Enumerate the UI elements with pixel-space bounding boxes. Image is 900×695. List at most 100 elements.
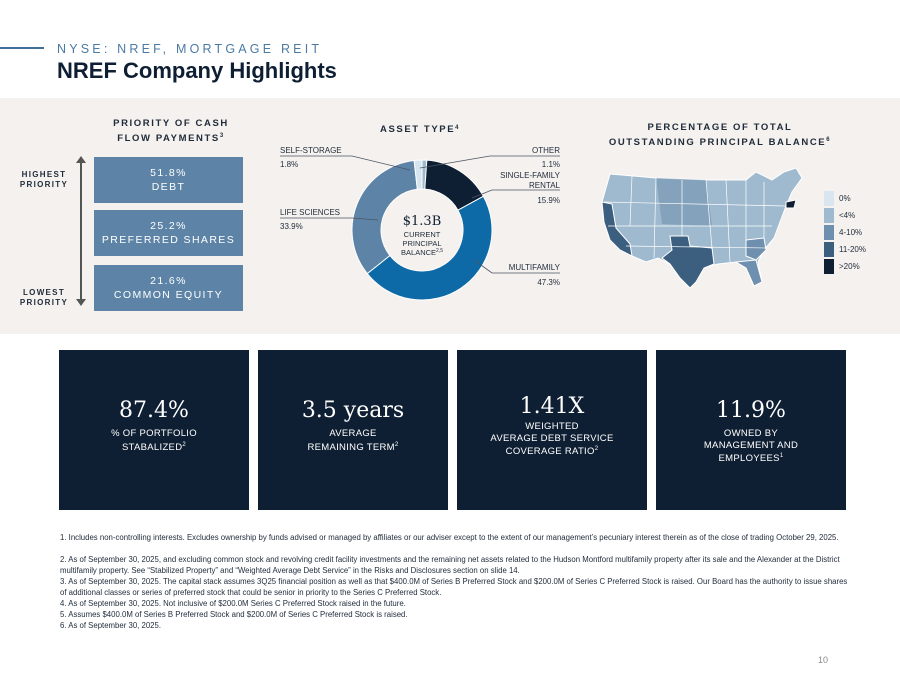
legend-item: <4% [824, 207, 866, 224]
map-title-sup: 6 [826, 137, 832, 143]
stat-line2: REMAINING TERM [307, 441, 395, 453]
legend-item: 0% [824, 190, 866, 207]
asset-type-title: ASSET TYPE4 [380, 124, 460, 135]
stat-line1: % OF PORTFOLIO [111, 428, 197, 439]
stat-card-remaining-term: 3.5 years AVERAGE REMAINING TERM2 [258, 350, 448, 510]
page-number: 10 [818, 655, 829, 665]
stat-card-dscr: 1.41X WEIGHTED AVERAGE DEBT SERVICE COVE… [457, 350, 647, 510]
us-central-shade [656, 178, 712, 226]
stat-value: 87.4% [119, 398, 189, 423]
donut-center-value: $1.3B [403, 214, 442, 229]
header-rule [0, 47, 44, 49]
pct-self-storage: 1.8% [280, 160, 298, 169]
stat-label: OWNED BY MANAGEMENT AND EMPLOYEES1 [666, 428, 836, 465]
map-legend: 0% <4% 4-10% 11-20% >20% [824, 190, 866, 275]
stat-line2: STABALIZED [121, 441, 183, 453]
page-title: NREF Company Highlights [57, 58, 337, 83]
pct-other: 1.1% [542, 160, 560, 169]
pct-multifamily: 47.3% [537, 278, 560, 287]
legend-item: 11-20% [824, 241, 866, 258]
stat-label: % OF PORTFOLIO STABALIZED2 [69, 428, 239, 453]
label-sfr-line2: RENTAL [529, 181, 561, 190]
stat-value: 11.9% [716, 398, 786, 423]
donut-slice-life-sciences [351, 159, 418, 275]
leader-multifamily [473, 259, 560, 274]
label-life-sciences: LIFE SCIENCES [280, 208, 340, 217]
california-shape [601, 201, 633, 257]
stat-sup: 2 [182, 441, 186, 448]
donut-center-line3: BALANCE2,5 [401, 248, 443, 257]
us-map [601, 167, 803, 289]
legend-swatch [824, 191, 834, 206]
highest-priority-label: HIGHEST PRIORITY [14, 170, 74, 190]
highest-line1: HIGHEST [21, 170, 67, 179]
northeast-shape [785, 199, 797, 209]
footnote-6: 6. As of September 30, 2025. [60, 621, 161, 630]
legend-swatch [824, 242, 834, 257]
stat-value: 3.5 years [301, 398, 405, 423]
legend-item: >20% [824, 258, 866, 275]
leader-other [419, 155, 560, 169]
legend-label: 0% [839, 194, 851, 203]
texas-shape [661, 235, 715, 289]
priority-box-pct: 25.2% [150, 220, 187, 232]
priority-box-common: 21.6% COMMON EQUITY [94, 265, 243, 311]
stat-sup: 2 [594, 446, 599, 452]
priority-title-sup: 3 [219, 133, 225, 139]
footnote-4: 4. As of September 30, 2025. Not inclusi… [60, 599, 406, 608]
legend-swatch [824, 208, 834, 223]
leader-self-storage [280, 155, 411, 171]
donut-slices [351, 159, 493, 301]
lowest-line1: LOWEST [22, 288, 66, 297]
priority-box-pct: 21.6% [150, 275, 187, 287]
legend-label: <4% [839, 211, 856, 220]
label-multifamily: MULTIFAMILY [509, 263, 561, 272]
highest-line2: PRIORITY [19, 180, 69, 189]
label-sfr-line1: SINGLE-FAMILY [500, 171, 561, 180]
map-title-line1: PERCENTAGE OF TOTAL [647, 122, 793, 133]
priority-arrow [76, 156, 86, 306]
label-self-storage: SELF-STORAGE [280, 146, 342, 155]
legend-item: 4-10% [824, 224, 866, 241]
stat-sup: 2 [394, 441, 399, 448]
footnote-2: 2. As of September 30, 2025, and excludi… [60, 555, 840, 575]
leader-lines [280, 155, 560, 274]
priority-box-label: DEBT [151, 181, 186, 193]
stat-label: AVERAGE REMAINING TERM2 [268, 428, 438, 453]
legend-label: 4-10% [839, 228, 863, 237]
southeast-shape [745, 237, 767, 261]
pct-sfr: 15.9% [537, 196, 560, 205]
priority-box-label: PREFERRED SHARES [101, 234, 236, 246]
florida-shape [734, 259, 763, 287]
lowest-priority-label: LOWEST PRIORITY [14, 288, 74, 308]
footnote-5: 5. Assumes $400.0M of Series B Preferred… [60, 610, 408, 619]
priority-title-line1: PRIORITY OF CASH [113, 118, 229, 129]
priority-box-label: COMMON EQUITY [113, 289, 224, 301]
leader-sfr [471, 189, 560, 199]
footnote-1: 1. Includes non-controlling interests. E… [60, 533, 839, 542]
donut-center-line1: CURRENT [404, 230, 441, 239]
priority-title: PRIORITY OF CASH FLOW PAYMENTS3 [96, 118, 246, 145]
stat-line1: AVERAGE [329, 428, 377, 439]
priority-box-pct: 51.8% [150, 167, 187, 179]
priority-title-line2: FLOW PAYMENTS [117, 133, 220, 145]
stat-sup: 1 [779, 453, 784, 459]
priority-box-debt: 51.8% DEBT [94, 157, 243, 203]
asset-type-chart: ASSET TYPE4 $1.3B CURRENT PRINCIPAL BALA… [280, 124, 561, 301]
legend-swatch [824, 225, 834, 240]
donut-slice-self-storage [413, 159, 423, 190]
stat-line2: MANAGEMENT AND [703, 439, 799, 451]
stat-line1: WEIGHTED [525, 421, 579, 432]
donut-slice-multifamily [366, 195, 493, 301]
legend-swatch [824, 259, 834, 274]
legend-label: 11-20% [839, 245, 866, 254]
label-other: OTHER [532, 146, 560, 155]
map-title: PERCENTAGE OF TOTAL OUTSTANDING PRINCIPA… [600, 122, 840, 149]
stat-line3: COVERAGE RATIO [505, 446, 595, 458]
stat-line3: EMPLOYEES [718, 453, 780, 465]
header-eyebrow: NYSE: NREF, MORTGAGE REIT [57, 42, 323, 56]
stat-card-ownership: 11.9% OWNED BY MANAGEMENT AND EMPLOYEES1 [656, 350, 846, 510]
footnote-3: 3. As of September 30, 2025. The capital… [60, 577, 848, 597]
stat-line2: AVERAGE DEBT SERVICE [490, 432, 614, 444]
priority-box-preferred: 25.2% PREFERRED SHARES [94, 210, 243, 256]
